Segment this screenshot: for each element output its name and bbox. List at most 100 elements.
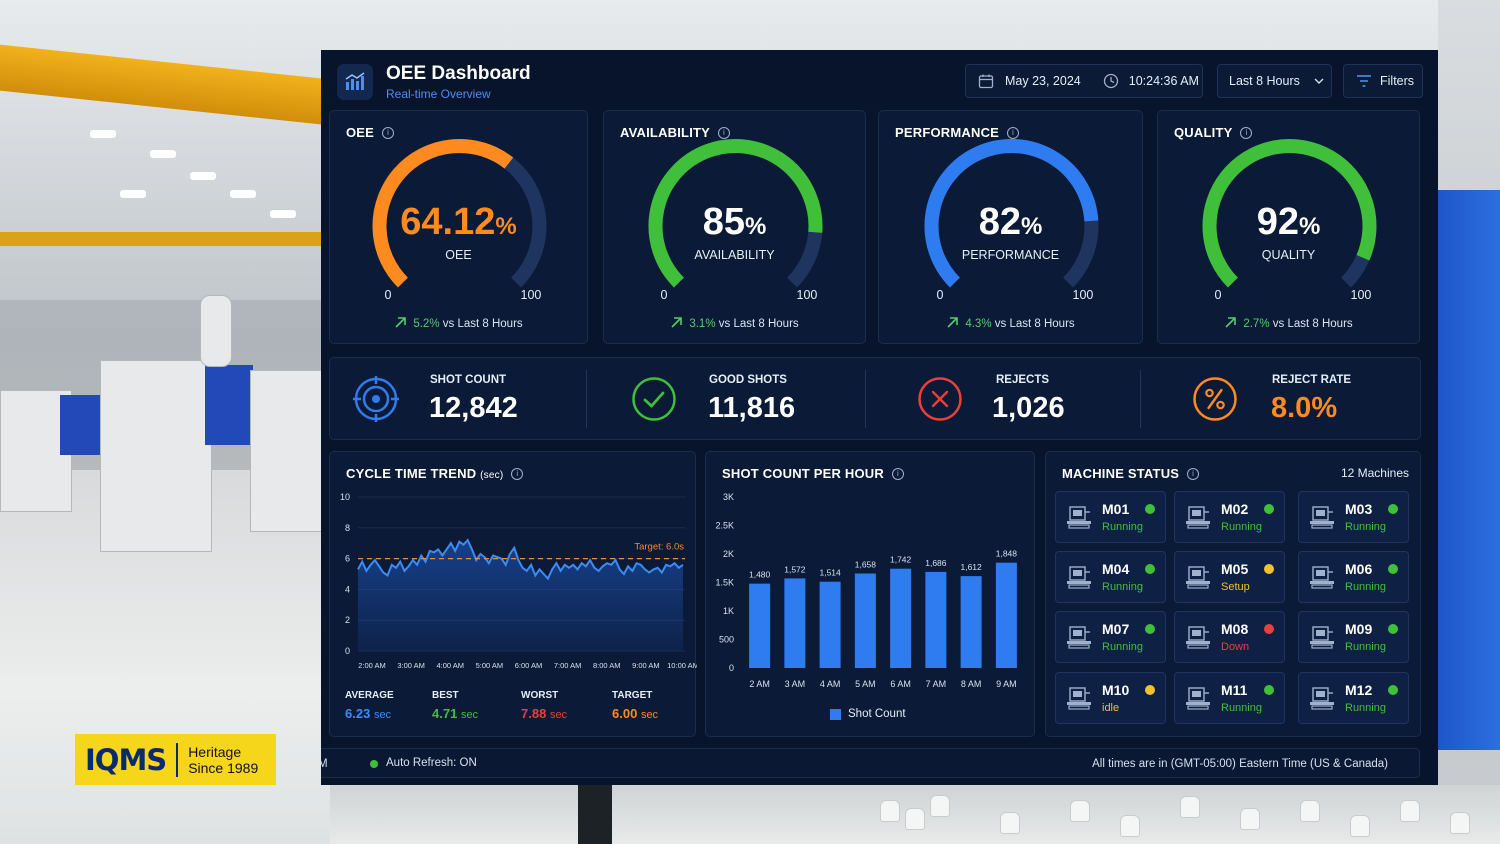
x-tick-label: 6:00 AM: [515, 661, 543, 670]
info-icon[interactable]: i: [1007, 126, 1020, 139]
gauge-value: 85%: [604, 201, 865, 244]
gauge-unit: %: [495, 213, 517, 240]
y-tick-label: 500: [719, 635, 734, 645]
machine-id: M08: [1221, 621, 1249, 637]
gauge-value: 64.12%: [330, 201, 587, 244]
filter-icon: [1357, 75, 1371, 87]
target-label: Target: 6.0s: [634, 542, 684, 553]
shots-title: SHOT COUNT PER HOUR: [722, 466, 884, 481]
gauge-number: 64.12: [400, 201, 496, 243]
info-icon[interactable]: i: [1187, 467, 1200, 480]
time-range-select[interactable]: Last 8 Hours: [1217, 64, 1332, 98]
x-tick-label: 7 AM: [926, 679, 947, 689]
clock-icon: [1103, 73, 1118, 89]
info-icon[interactable]: i: [382, 126, 395, 139]
kpi-label: REJECTS: [996, 374, 1050, 386]
kpi-rejects: REJECTS 1,026: [894, 358, 1154, 440]
trend-text: vs Last 8 Hours: [994, 318, 1075, 330]
info-icon[interactable]: i: [1240, 126, 1253, 139]
machine-tile-m10[interactable]: M10 idle: [1055, 672, 1166, 724]
kpi-label: GOOD SHOTS: [709, 374, 787, 386]
trend-up-icon: [1225, 317, 1237, 328]
dashboard-chart-icon: [337, 64, 373, 100]
x-circle-icon: [918, 377, 962, 421]
time-range-value: Last 8 Hours: [1229, 74, 1300, 88]
bar: [854, 573, 876, 668]
machine-icon: [1067, 506, 1091, 529]
auto-refresh-status[interactable]: Auto Refresh: ON: [386, 757, 477, 769]
y-tick-label: 4: [345, 584, 350, 594]
stat-label: TARGET: [612, 690, 653, 701]
x-tick-label: 3 AM: [785, 679, 806, 689]
info-icon[interactable]: i: [718, 126, 731, 139]
stat-number: 6.23: [345, 706, 371, 721]
info-icon[interactable]: i: [511, 467, 524, 480]
stat-unit: sec: [640, 709, 659, 721]
stat-unit: sec: [549, 709, 568, 721]
gauge-min: 0: [936, 288, 944, 302]
shot-count-chart: 0 500 1K 1.5K 2K 2.5K 3K 1,480 2 AM 1,572 3 AM 1,51…: [715, 492, 1018, 689]
machine-tile-m07[interactable]: M07 Running: [1055, 611, 1166, 663]
stat-best: BEST 4.71 sec: [432, 690, 478, 721]
gauge-card-oee: OEE i 64.12% OEE 0 100 5.2% vs Last 8 Hours: [329, 110, 588, 344]
machine-tile-m12[interactable]: M12 Running: [1298, 672, 1409, 724]
machine-tile-m06[interactable]: M06 Running: [1298, 551, 1409, 603]
gauge-min: 0: [660, 288, 668, 302]
kpi-label: SHOT COUNT: [430, 374, 507, 386]
stat-label: BEST: [432, 690, 459, 701]
machine-status: Running: [1102, 581, 1143, 593]
gauge-arc: [1202, 139, 1377, 288]
current-date: May 23, 2024: [1005, 74, 1081, 88]
gauge-fill: [924, 139, 1099, 288]
machine-tile-m09[interactable]: M09 Running: [1298, 611, 1409, 663]
cycle-title-unit: (sec): [480, 470, 504, 481]
cycle-title: CYCLE TIME TREND: [346, 466, 477, 481]
machine-status: idle: [1102, 702, 1120, 714]
card-title: AVAILABILITY i: [620, 125, 731, 140]
machine-id: M03: [1345, 501, 1373, 517]
gauge-trend: 2.7% vs Last 8 Hours: [1158, 316, 1419, 330]
gauge-unit: %: [744, 213, 767, 240]
trend-delta: 4.3%: [965, 318, 992, 330]
card-title: MACHINE STATUS i: [1062, 466, 1200, 481]
x-tick-label: 5:00 AM: [476, 661, 504, 670]
bar-data-label: 1,742: [890, 555, 912, 565]
cycle-time-line: [357, 538, 684, 581]
x-tick-label: 6 AM: [890, 679, 911, 689]
machine-tile-m02[interactable]: M02 Running: [1174, 491, 1285, 543]
status-dot: [1145, 504, 1155, 514]
machine-tile-m08[interactable]: M08 Down: [1174, 611, 1285, 663]
machine-tile-m01[interactable]: M01 Running: [1055, 491, 1166, 543]
machine-icon: [1310, 506, 1334, 529]
machine-tile-m11[interactable]: M11 Running: [1174, 672, 1285, 724]
gauge-card-availability: AVAILABILITY i 85% AVAILABILITY 0 100 3.1% vs …: [603, 110, 866, 344]
x-tick-label: 5 AM: [855, 679, 876, 689]
kpi-shot-count: SHOT COUNT 12,842: [330, 358, 590, 440]
gauge-value: 82%: [879, 201, 1142, 244]
machine-tile-m05[interactable]: M05 Setup: [1174, 551, 1285, 603]
machine-status: Running: [1221, 521, 1262, 533]
x-tick-label: 9 AM: [996, 679, 1017, 689]
stat-target: TARGET 6.00 sec: [612, 690, 658, 721]
machine-tile-m03[interactable]: M03 Running: [1298, 491, 1409, 543]
kpi-value: 11,816: [708, 392, 796, 424]
machine-id: M12: [1345, 682, 1373, 698]
stat-label: WORST: [521, 690, 559, 701]
info-icon[interactable]: i: [891, 467, 904, 480]
gauge-arc: [372, 139, 547, 288]
machine-tile-m04[interactable]: M04 Running: [1055, 551, 1166, 603]
gauge-arc: [924, 139, 1099, 288]
status-dot: [1388, 504, 1398, 514]
machine-icon: [1067, 626, 1091, 649]
machine-icon: [1186, 566, 1210, 589]
y-tick-label: 2: [345, 615, 350, 625]
bar-data-label: 1,686: [925, 558, 947, 568]
machine-icon: [1067, 687, 1091, 710]
gauge-number: 92: [1256, 201, 1299, 243]
status-dot: [370, 760, 378, 768]
bar: [960, 576, 982, 668]
filters-button[interactable]: Filters: [1343, 64, 1423, 98]
bar-data-label: 1,848: [996, 549, 1018, 559]
machines-title: MACHINE STATUS: [1062, 466, 1180, 481]
status-dot: [1388, 685, 1398, 695]
